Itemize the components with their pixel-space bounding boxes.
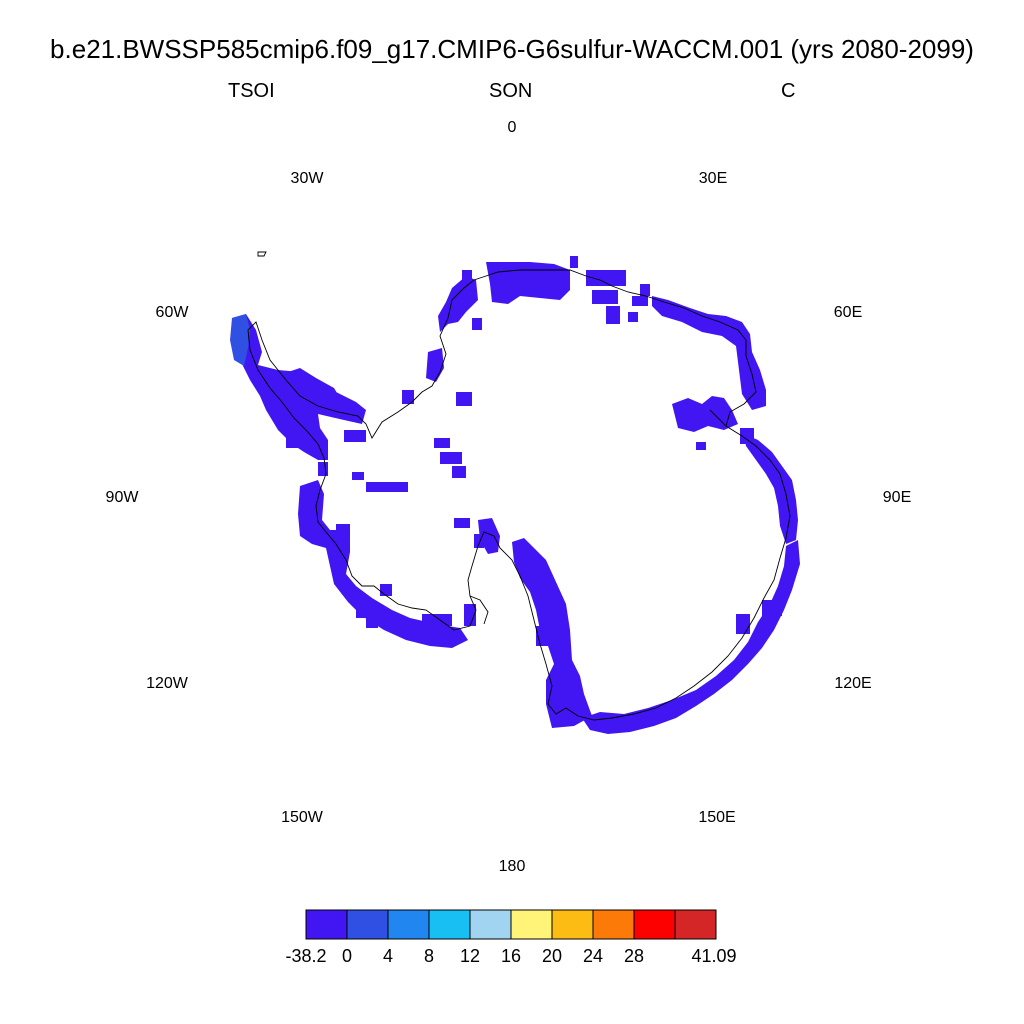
lon-label-120w: 120W — [146, 675, 188, 692]
colorbar-swatch — [387, 909, 430, 940]
coastline-ross-shelf — [469, 595, 489, 625]
field-cell — [366, 618, 378, 628]
lon-label-120e: 120E — [834, 675, 872, 692]
field-peninsula-inner — [288, 368, 340, 402]
field-cell — [472, 318, 482, 330]
field-amery — [672, 396, 738, 432]
field-cell — [474, 534, 484, 548]
field-queen-maud — [486, 262, 570, 304]
colorbar-label: 28 — [623, 946, 645, 966]
colorbar-swatch — [346, 909, 389, 940]
field-cell — [606, 306, 620, 324]
colorbar-swatch — [510, 909, 553, 940]
season-label: SON — [489, 80, 533, 102]
field-east-coast — [744, 434, 798, 544]
lon-label-60e: 60E — [833, 304, 863, 321]
variable-label: TSOI — [228, 80, 275, 102]
colorbar-label: 4 — [382, 946, 394, 966]
field-cell — [318, 462, 328, 476]
field-cell — [628, 312, 638, 322]
colorbar-label: 8 — [423, 946, 435, 966]
field-peninsula-tip — [230, 314, 250, 366]
field-cell — [570, 256, 578, 268]
colorbar-swatch — [592, 909, 635, 940]
field-cell — [352, 472, 364, 480]
lon-label-150w: 150W — [281, 809, 323, 826]
colorbar-label: 16 — [500, 946, 522, 966]
colorbar-swatch — [428, 909, 471, 940]
coastline-amery-inlet — [709, 409, 727, 427]
field-cell — [434, 438, 450, 448]
field-cell — [452, 466, 466, 478]
field-enderby-coast — [652, 296, 766, 410]
field-cell — [740, 428, 754, 444]
lon-label-90w: 90W — [105, 489, 139, 506]
colorbar-label: -38.2 — [285, 946, 327, 966]
lon-label-0: 0 — [507, 119, 517, 136]
field-cell — [336, 524, 350, 552]
temperature-field — [230, 256, 800, 734]
colorbar-label: 20 — [541, 946, 563, 966]
field-cell — [696, 442, 706, 450]
field-west-coast — [298, 480, 468, 648]
field-cell — [762, 600, 782, 616]
field-cell — [402, 390, 414, 404]
colorbar-label: 24 — [582, 946, 604, 966]
field-cell — [456, 392, 472, 406]
lon-label-150e: 150E — [698, 809, 736, 826]
field-cell — [462, 270, 472, 280]
field-cell — [736, 614, 750, 634]
field-cell — [632, 296, 648, 306]
colorbar-label: 41.09 — [691, 946, 737, 966]
field-cell — [366, 482, 408, 492]
field-cell — [454, 518, 470, 528]
lon-label-180: 180 — [498, 858, 526, 875]
field-wilkes-coast — [582, 540, 800, 734]
plot-title: b.e21.BWSSP585cmip6.f09_g17.CMIP6-G6sulf… — [50, 34, 974, 64]
field-cell — [356, 606, 368, 618]
field-cell — [640, 284, 650, 296]
colorbar-swatch — [469, 909, 512, 940]
colorbar-swatch — [674, 909, 717, 940]
colorbar-swatch — [305, 909, 348, 940]
colorbar-label: 0 — [341, 946, 353, 966]
coastline-island — [257, 251, 267, 257]
coastline-main — [247, 269, 791, 721]
field-cell — [536, 626, 552, 646]
lon-label-30e: 30E — [698, 170, 728, 187]
lon-label-60w: 60W — [155, 304, 189, 321]
colorbar-label: 12 — [459, 946, 481, 966]
field-cell — [286, 426, 302, 448]
coastline — [247, 251, 791, 721]
field-cell — [464, 604, 476, 626]
colorbar-swatch — [551, 909, 594, 940]
field-cell — [586, 270, 626, 286]
field-cell — [592, 290, 618, 304]
field-cell — [344, 430, 366, 442]
lon-label-90e: 90E — [882, 489, 912, 506]
lon-label-30w: 30W — [290, 170, 324, 187]
units-label: C — [781, 80, 796, 102]
field-cell — [440, 452, 462, 464]
colorbar-swatch — [633, 909, 676, 940]
